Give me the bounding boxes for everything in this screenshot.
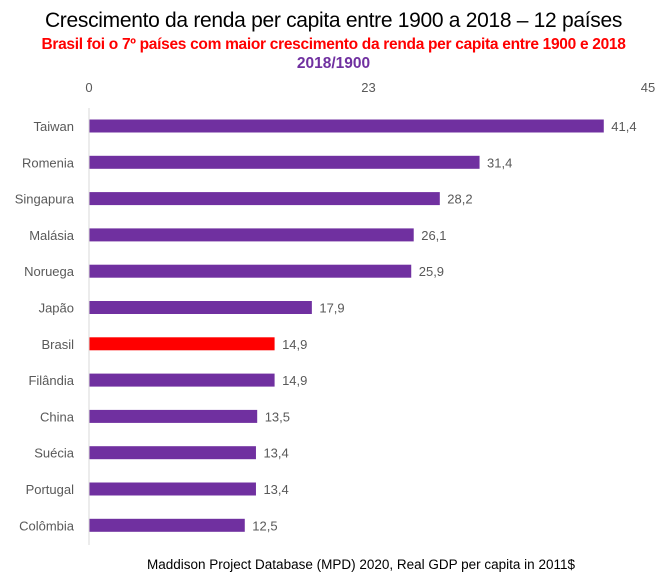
data-label: 28,2	[447, 192, 472, 207]
chart-title: Crescimento da renda per capita entre 19…	[44, 9, 623, 32]
category-label: Portugal	[26, 482, 75, 497]
bar-colômbia	[89, 518, 245, 532]
category-label: Suécia	[34, 446, 75, 461]
data-label: 14,9	[282, 373, 307, 388]
chart-subtitle: Brasil foi o 7º países com maior crescim…	[41, 36, 626, 53]
category-label: Noruega	[24, 264, 75, 279]
data-label: 41,4	[611, 119, 636, 134]
x-tick-label: 23	[361, 80, 375, 95]
category-label: Filândia	[28, 373, 74, 388]
category-label: China	[40, 409, 75, 424]
bar-china	[89, 409, 258, 423]
category-label: Romenia	[22, 155, 75, 170]
category-label: Taiwan	[34, 119, 74, 134]
data-label: 13,5	[265, 409, 290, 424]
bar-noruega	[89, 264, 412, 278]
data-label: 12,5	[252, 518, 277, 533]
x-tick-label: 0	[85, 80, 92, 95]
chart-subtitle-ratio: 2018/1900	[296, 55, 371, 72]
x-tick-label: 45	[641, 80, 655, 95]
data-label: 26,1	[421, 228, 446, 243]
category-label: Brasil	[41, 337, 74, 352]
data-label: 25,9	[419, 264, 444, 279]
bar-taiwan	[89, 119, 604, 133]
bar-filândia	[89, 373, 275, 387]
bar-singapura	[89, 192, 440, 206]
chart-source: Maddison Project Database (MPD) 2020, Re…	[147, 557, 575, 572]
category-label: Malásia	[29, 228, 75, 243]
data-label: 17,9	[319, 301, 344, 316]
data-label: 31,4	[487, 155, 512, 170]
bar-malásia	[89, 228, 414, 242]
data-label: 13,4	[263, 446, 288, 461]
bar-romenia	[89, 155, 480, 169]
category-label: Colômbia	[19, 518, 75, 533]
bar-portugal	[89, 482, 256, 496]
data-label: 13,4	[263, 482, 288, 497]
bar-suécia	[89, 446, 256, 460]
category-label: Japão	[39, 301, 74, 316]
category-label: Singapura	[15, 192, 75, 207]
bar-japão	[89, 301, 312, 314]
bar-brasil	[89, 337, 275, 351]
data-label: 14,9	[282, 337, 307, 352]
